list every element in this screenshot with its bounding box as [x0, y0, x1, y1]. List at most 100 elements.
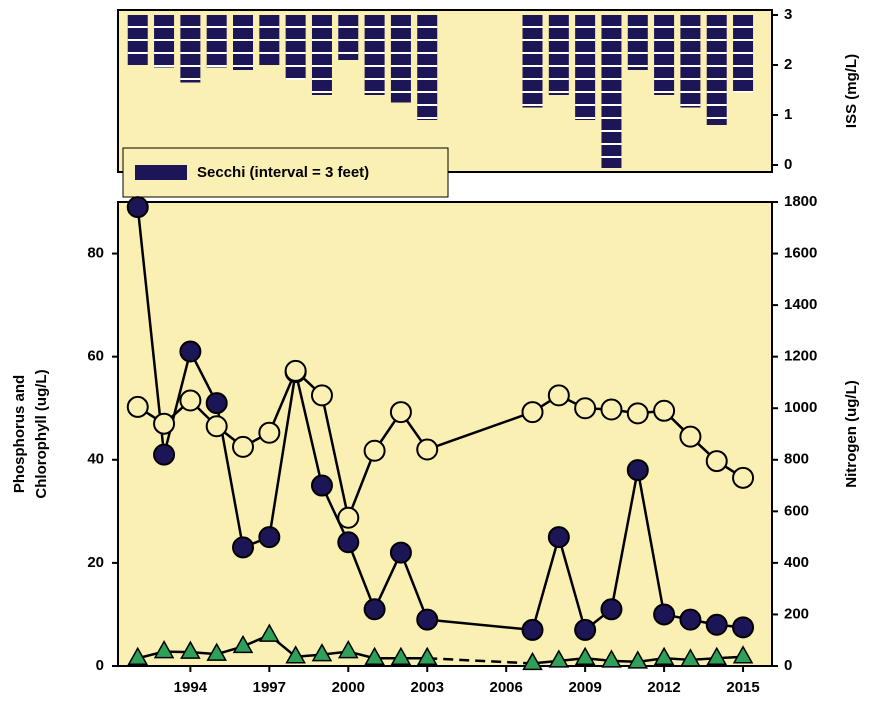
circle-marker — [732, 616, 755, 639]
y2-tick-label: 0 — [784, 156, 792, 173]
bar-interval — [522, 15, 543, 108]
circle-marker — [679, 608, 702, 631]
secchi-bar — [259, 15, 280, 65]
triangle-marker — [706, 646, 728, 666]
y2-tick-label: 600 — [784, 502, 809, 519]
secchi-bar — [311, 15, 332, 95]
triangle-marker — [311, 643, 333, 662]
circle-marker — [337, 531, 360, 554]
secchi-bar — [575, 15, 596, 120]
series-line — [399, 552, 429, 621]
triangle-marker — [127, 646, 149, 666]
triangle-marker — [653, 646, 675, 666]
secchi-bar — [180, 15, 201, 83]
legend-label: Secchi (interval = 3 feet) — [197, 164, 369, 181]
triangle-marker — [680, 648, 701, 667]
circle-marker — [600, 398, 623, 421]
circle-marker — [547, 526, 570, 549]
series-line — [610, 469, 640, 610]
y-tick-label: 40 — [87, 451, 104, 468]
bar-interval — [601, 15, 622, 168]
y-axis-label: Phosphorus and — [11, 375, 28, 493]
circle-marker — [679, 425, 702, 448]
secchi-bar — [127, 15, 148, 65]
circle-marker — [310, 384, 333, 407]
bar-interval — [548, 15, 569, 95]
x-tick-label: 2003 — [411, 679, 444, 696]
legend: Secchi (interval = 3 feet) — [122, 147, 449, 198]
secchi-bar — [338, 15, 359, 60]
bar-interval — [654, 15, 675, 95]
circle-marker — [179, 389, 202, 412]
circle-marker — [521, 618, 544, 641]
series-line — [162, 351, 192, 455]
y-tick-label: 0 — [96, 657, 104, 674]
bar-interval — [206, 15, 227, 68]
circle-marker — [363, 598, 386, 621]
bar-interval — [338, 15, 359, 60]
secchi-bar — [654, 15, 675, 95]
circle-marker — [626, 402, 649, 425]
triangle-marker — [153, 640, 175, 659]
circle-marker — [126, 196, 149, 219]
y2-tick-label: 200 — [784, 605, 809, 622]
series-line — [426, 410, 533, 451]
legend-swatch — [135, 165, 187, 180]
circle-marker — [310, 474, 333, 497]
series-line — [136, 207, 166, 455]
series-line — [427, 618, 533, 632]
series-line — [557, 536, 587, 631]
y2-tick-label: 1800 — [784, 193, 817, 210]
circle-marker — [574, 397, 597, 420]
bar-interval — [127, 15, 148, 65]
bar-interval — [417, 15, 438, 120]
x-tick-label: 2006 — [490, 679, 523, 696]
circle-marker — [600, 598, 623, 621]
triangle-marker — [601, 649, 622, 668]
y-tick-label: 20 — [87, 554, 104, 571]
circle-marker — [205, 392, 228, 415]
y2-tick-label: 2 — [784, 56, 792, 73]
y2-tick-label: 1000 — [784, 399, 817, 416]
series-line — [320, 395, 350, 519]
secchi-bar — [364, 15, 385, 95]
circle-marker — [232, 536, 255, 559]
triangle-marker — [285, 645, 306, 664]
circle-marker — [205, 415, 228, 438]
x-tick-label: 1994 — [174, 679, 208, 696]
y2-tick-label: 800 — [784, 451, 809, 468]
y2-axis-label: ISS (mg/L) — [843, 54, 860, 128]
bar-interval — [733, 15, 754, 93]
circle-marker — [574, 618, 597, 641]
bar-interval — [154, 15, 175, 68]
secchi-bar — [390, 15, 411, 103]
bar-interval — [311, 15, 332, 95]
secchi-bar — [206, 15, 227, 68]
series-line — [531, 536, 561, 631]
bar-interval — [575, 15, 596, 120]
y2-tick-label: 1600 — [784, 245, 817, 262]
triangle-marker — [337, 640, 359, 659]
circle-marker — [126, 395, 149, 418]
x-tick-label: 2012 — [647, 679, 680, 696]
markers — [126, 196, 755, 671]
circle-marker — [258, 421, 281, 444]
circle-marker — [416, 608, 439, 631]
triangle-marker — [574, 646, 596, 666]
secchi-bar — [680, 15, 701, 108]
circle-marker — [258, 526, 281, 549]
series-line — [427, 657, 533, 665]
secchi-bar — [706, 15, 727, 125]
series-line — [294, 371, 324, 486]
x-tick-label: 1997 — [253, 679, 286, 696]
triangle-marker — [232, 634, 254, 654]
circle-marker — [363, 439, 386, 462]
circle-marker — [337, 506, 360, 529]
x-tick-label: 2009 — [568, 679, 601, 696]
y-tick-label: 60 — [87, 348, 104, 365]
triangle-marker — [627, 650, 649, 669]
y2-tick-label: 1200 — [784, 348, 817, 365]
circle-marker — [732, 466, 755, 489]
